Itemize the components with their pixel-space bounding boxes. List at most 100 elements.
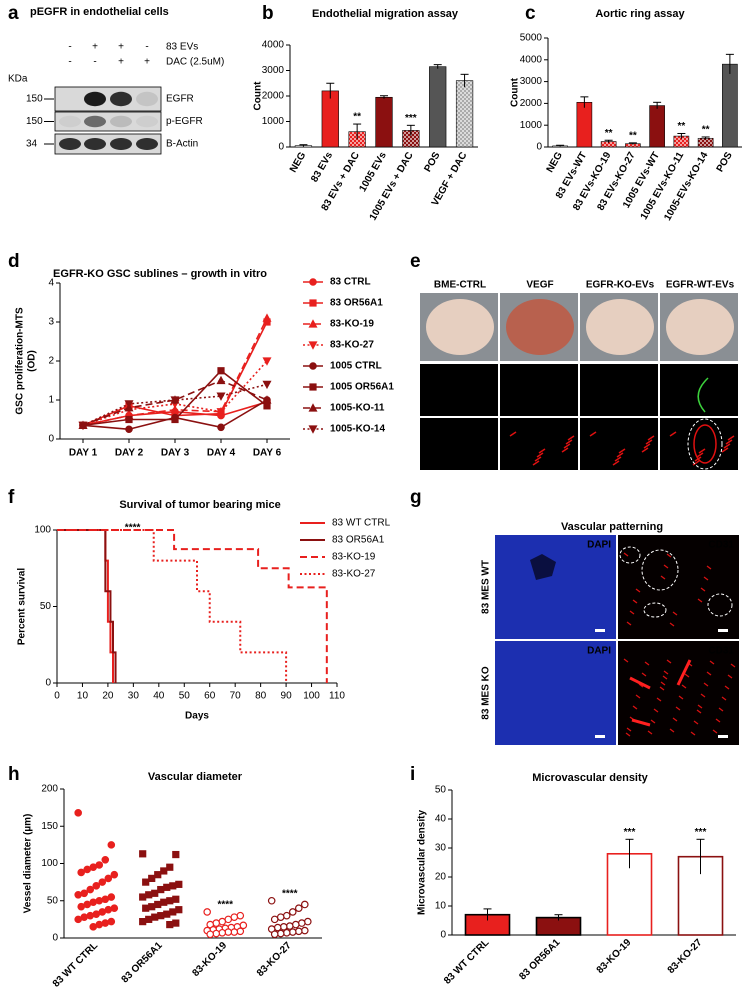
cd31-signal xyxy=(730,663,736,668)
data-point xyxy=(148,903,156,911)
annotation: *** xyxy=(624,827,636,838)
x-tick-label: 83 OR56A1 xyxy=(120,940,165,985)
legend-label: 83-KO-19 xyxy=(330,319,374,330)
error-bar xyxy=(625,838,634,869)
y-tick-label: 100 xyxy=(34,525,51,536)
marker xyxy=(124,400,134,409)
x-tick-label: DAY 3 xyxy=(161,448,190,459)
annotation: *** xyxy=(405,113,417,124)
data-point xyxy=(300,900,309,909)
y-tick-label: 3000 xyxy=(262,65,285,76)
band-label: EGFR xyxy=(166,94,194,105)
cd31-signal xyxy=(696,709,702,714)
cd31-signal xyxy=(715,718,721,723)
kda-label: 150 xyxy=(26,116,43,127)
data-point xyxy=(74,809,82,817)
cd31-signal xyxy=(641,447,649,453)
data-point xyxy=(169,908,177,916)
x-tick-label: 83-KO-27 xyxy=(255,940,294,979)
data-point xyxy=(139,893,147,901)
channel-label: DAPI xyxy=(587,646,611,657)
legend-label: 1005 OR56A1 xyxy=(330,382,394,393)
data-point xyxy=(157,912,165,920)
data-point xyxy=(166,897,174,905)
y-tick-label: 20 xyxy=(435,872,447,883)
x-tick-label: 83-KO-27 xyxy=(666,937,705,976)
cd31-signal xyxy=(660,575,666,580)
x-tick-label: 83 WT CTRL xyxy=(442,937,491,986)
treatment-sign: + xyxy=(92,42,98,53)
treatment-sign: + xyxy=(144,57,150,68)
cd31-signal xyxy=(645,439,653,445)
cd31-signal xyxy=(656,697,662,702)
channel-label: EGFR xyxy=(503,368,532,379)
data-point xyxy=(110,870,119,879)
tissue xyxy=(506,299,574,355)
data-point xyxy=(304,917,312,926)
cd31-signal xyxy=(647,435,655,441)
x-tick-label: POS xyxy=(715,150,735,174)
data-point xyxy=(291,920,300,929)
y-axis-label: GSC proliferation-MTS xyxy=(15,307,26,415)
cd31-signal xyxy=(727,435,735,441)
data-point xyxy=(270,915,279,924)
cd31-signal xyxy=(700,587,706,592)
data-point xyxy=(145,915,153,923)
marker xyxy=(216,375,226,385)
data-point xyxy=(139,850,147,858)
cd31-signal xyxy=(690,731,696,736)
y-tick-label: 200 xyxy=(41,784,58,795)
y-tick-label: 2 xyxy=(48,356,54,367)
cd31-signal xyxy=(725,439,733,445)
data-point xyxy=(142,904,150,912)
x-tick-label: 83 WT CTRL xyxy=(51,940,100,989)
blot-strip xyxy=(54,86,162,112)
y-axis-label: (OD) xyxy=(27,350,38,372)
treatment-label: DAC (2.5uM) xyxy=(166,57,224,68)
vessel-outline xyxy=(707,593,733,617)
survival-line xyxy=(57,529,288,683)
arrow xyxy=(631,718,651,727)
data-point xyxy=(98,878,107,886)
data-point xyxy=(92,910,101,918)
cd31-signal xyxy=(727,674,733,679)
data-point xyxy=(218,928,227,937)
cd31-signal xyxy=(532,460,540,466)
error-bar xyxy=(677,132,686,139)
cd31-signal xyxy=(669,728,675,733)
x-tick-label: 10 xyxy=(77,691,89,702)
data-point xyxy=(172,919,180,927)
cd31-signal xyxy=(672,611,678,616)
data-point xyxy=(236,927,245,936)
cd31-signal xyxy=(660,681,666,686)
column-header: EGFR-KO-EVs xyxy=(586,280,655,291)
dapi-image xyxy=(495,535,616,639)
y-axis-label: Percent survival xyxy=(17,568,28,645)
cd31-signal xyxy=(724,685,730,690)
x-tick-label: 90 xyxy=(281,691,293,702)
marker xyxy=(262,380,272,390)
y-tick-label: 30 xyxy=(435,843,447,854)
data-point xyxy=(163,910,171,918)
blot-strip xyxy=(54,133,162,155)
y-tick-label: 50 xyxy=(435,785,447,796)
data-point xyxy=(160,867,168,875)
y-axis-label: Count xyxy=(253,81,264,111)
annotation: **** xyxy=(125,523,141,534)
data-point xyxy=(169,882,177,890)
y-axis-label: Vessel diameter (µm) xyxy=(23,814,34,914)
error-bar xyxy=(326,82,335,99)
cd31-signal xyxy=(653,708,659,713)
y-tick-label: 0 xyxy=(45,678,51,689)
cd31-signal xyxy=(669,622,675,627)
x-tick-label: DAY 2 xyxy=(115,448,144,459)
data-point xyxy=(294,927,303,936)
data-point xyxy=(157,885,165,894)
treatment-sign: + xyxy=(118,42,124,53)
data-point xyxy=(160,898,168,906)
panel-letter: c xyxy=(525,3,536,24)
blot-band xyxy=(59,115,81,128)
channel-label: CD31 xyxy=(423,422,449,433)
